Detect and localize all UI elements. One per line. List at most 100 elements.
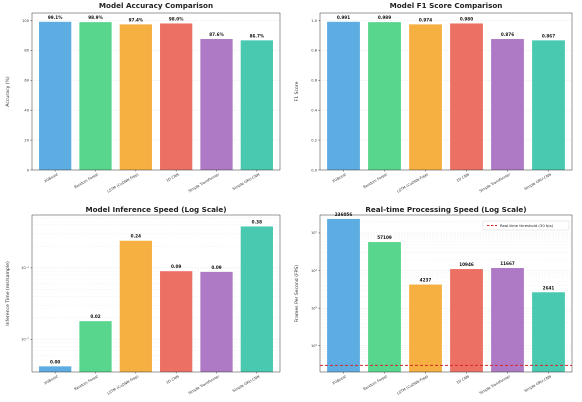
x-tick-label: LSTM (CuDNN-Free) (396, 172, 429, 193)
bar-xgboost (327, 21, 360, 171)
y-tick-label: 40 (24, 108, 29, 112)
chart-title: Model Inference Speed (Log Scale) (85, 205, 226, 214)
x-tick-label: 1D CNN (165, 374, 179, 385)
y-tick-label: 60 (24, 79, 29, 83)
data-label: 0.38 (252, 219, 262, 224)
data-label: 97.4% (129, 17, 144, 22)
y-tick-label: 0.4 (311, 108, 317, 112)
bar-simple-transformer (200, 271, 233, 372)
chart-panel-3: Model Inference Speed (Log Scale) 0.00 XGB… (5, 205, 281, 396)
data-label: 11667 (500, 261, 515, 266)
x-tick-label: Random Forest (74, 374, 100, 391)
y-tick-label: 20 (24, 138, 29, 142)
x-tick-label: LSTM (CuDNN-Free) (107, 172, 140, 193)
legend-box (482, 220, 570, 231)
y-tick-label: 10² (311, 344, 318, 348)
bar-random-forest (368, 242, 401, 372)
bar-simple-transformer (491, 268, 524, 372)
plot-frame (31, 214, 281, 373)
bar-simple-transformer (491, 39, 524, 170)
bar-random-forest (79, 22, 112, 170)
x-tick-label: XGBoost (43, 172, 59, 183)
y-tick-label: 0.0 (311, 168, 317, 172)
data-label: 0.02 (90, 314, 100, 319)
y-tick-label: 0.2 (311, 138, 317, 142)
chart-panel-4: Real-time Processing Speed (Log Scale) 23… (294, 205, 573, 396)
data-label: 4237 (420, 278, 432, 283)
chart-panel-1: Model Accuracy Comparison 99.1% XGBoost 98.… (5, 1, 281, 194)
data-label: 0.00 (50, 359, 60, 364)
chart-title: Real-time Processing Speed (Log Scale) (365, 205, 526, 214)
data-label: 236056 (335, 212, 353, 217)
plot-frame (319, 12, 573, 171)
x-tick-label: XGBoost (43, 374, 59, 385)
y-axis-label: F1 Score (294, 81, 300, 101)
bar-lstm-cudnn-free- (409, 24, 442, 170)
data-label: 0.24 (131, 234, 141, 239)
bar-simple-gru-cnn (532, 292, 565, 372)
data-label: 87.6% (209, 32, 224, 37)
x-tick-label: Random Forest (363, 172, 389, 189)
x-tick-label: Simple GRU-CNN (232, 172, 261, 191)
data-label: 0.09 (211, 265, 221, 270)
x-tick-label: Simple Transformer (188, 172, 221, 193)
y-tick-label: 0.6 (311, 79, 317, 83)
x-tick-label: Simple GRU-CNN (232, 374, 261, 393)
x-tick-label: Simple GRU-CNN (524, 374, 553, 393)
data-label: 2641 (543, 285, 555, 290)
bar-simple-gru-cnn (240, 40, 273, 171)
data-label: 99.1% (48, 15, 63, 20)
y-axis-label: Frames Per Second (FPS) (294, 265, 300, 322)
chart-panel-2: Model F1 Score Comparison 0.991 XGBoost 0.9… (294, 1, 573, 194)
bar-xgboost (39, 21, 72, 171)
x-tick-label: LSTM (CuDNN-Free) (107, 374, 140, 395)
x-tick-label: Simple Transformer (188, 374, 221, 395)
y-tick-label: 0.8 (311, 49, 317, 53)
data-label: 86.7% (250, 33, 265, 38)
y-tick-label: 10⁵ (311, 231, 318, 235)
bar-random-forest (368, 22, 401, 170)
chart-title: Model F1 Score Comparison (390, 1, 503, 10)
y-tick-label: 10⁻² (21, 338, 29, 342)
x-tick-label: XGBoost (332, 374, 348, 385)
y-axis-label: Inference Time (ms/sample) (5, 261, 11, 326)
x-tick-label: XGBoost (332, 172, 348, 183)
data-label: 0.09 (171, 264, 181, 269)
x-tick-label: Simple Transformer (479, 374, 512, 395)
bar-simple-transformer (200, 39, 233, 170)
bar-random-forest (79, 321, 112, 372)
bar-lstm-cudnn-free- (409, 284, 442, 372)
x-tick-label: LSTM (CuDNN-Free) (396, 374, 429, 395)
bar-1d-cnn (450, 23, 483, 170)
bar-1d-cnn (160, 23, 193, 170)
x-tick-label: 1D CNN (165, 172, 179, 183)
data-label: 0.876 (501, 32, 514, 37)
y-tick-label: 100 (22, 19, 30, 23)
y-tick-label: 10³ (311, 306, 318, 310)
y-tick-label: 0 (27, 168, 30, 172)
bar-xgboost (39, 366, 72, 372)
legend-label: Real-time threshold (30 fps) (500, 223, 554, 228)
bar-lstm-cudnn-free- (119, 240, 152, 372)
x-tick-label: 1D CNN (456, 172, 470, 183)
data-label: 0.974 (419, 17, 432, 22)
bar-xgboost (327, 218, 360, 372)
x-tick-label: 1D CNN (456, 374, 470, 385)
x-tick-label: Random Forest (74, 172, 100, 189)
y-tick-label: 10⁴ (311, 269, 318, 273)
y-tick-label: 80 (24, 49, 29, 53)
y-tick-label: 1.0 (311, 19, 317, 23)
bar-1d-cnn (450, 269, 483, 372)
plot-frame (319, 214, 573, 373)
data-label: 0.991 (337, 15, 350, 20)
bar-lstm-cudnn-free- (119, 24, 152, 170)
x-tick-label: Simple GRU-CNN (524, 172, 553, 191)
bar-simple-gru-cnn (532, 40, 565, 171)
data-label: 0.989 (378, 15, 391, 20)
x-tick-label: Simple Transformer (479, 172, 512, 193)
chart-title: Model Accuracy Comparison (99, 1, 213, 10)
data-label: 10946 (459, 262, 474, 267)
plot-frame (31, 12, 281, 171)
bar-simple-gru-cnn (240, 226, 273, 372)
